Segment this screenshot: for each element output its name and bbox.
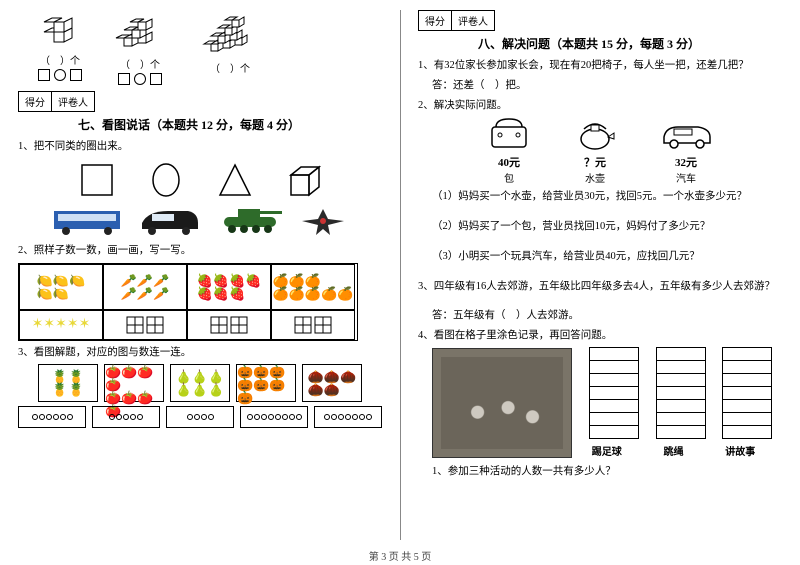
q8-2-1: （1）妈妈买一个水壶，给营业员30元，找回5元。一个水壶多少元？: [432, 189, 782, 205]
grader-label-r: 评卷人: [451, 10, 495, 31]
dots-7: [314, 406, 382, 428]
cell-oranges: 🍊🍊🍊🍊🍊🍊🍊🍊: [271, 264, 355, 310]
cell-tally-4: [271, 310, 355, 340]
cell-tally-1: ✶✶✶✶✶: [19, 310, 103, 340]
q8-2: 2、解决实际问题。: [418, 98, 782, 114]
oval-shape: [149, 163, 183, 197]
tally-story: 讲故事: [708, 348, 772, 458]
plane-icon: [298, 205, 348, 237]
cell-carrots: 🥕🥕🥕🥕🥕🥕: [103, 264, 187, 310]
activity-photo: [432, 348, 572, 458]
page-footer: 第 3 页 共 5 页: [0, 548, 800, 563]
score-box-right: 得分 评卷人: [418, 10, 782, 31]
cell-lemons: 🍋🍋🍋🍋🍋: [19, 264, 103, 310]
cubes-figures: （ ）个 （ ）个: [38, 10, 382, 85]
dots-6: [18, 406, 86, 428]
cube-group-1: （ ）个: [38, 10, 82, 85]
label-football: 踢足球: [575, 443, 639, 458]
cell-tally-3: [187, 310, 271, 340]
match-pineapples: 🍍🍍🍍🍍: [38, 364, 98, 402]
dots-4: [166, 406, 234, 428]
item-car: 32元 汽车: [658, 117, 714, 185]
dots-5: [92, 406, 160, 428]
q8-3-answer: 答：五年级有（ ）人去郊游。: [432, 308, 782, 324]
tally-football: 踢足球: [575, 348, 639, 458]
cell-strawberries: 🍓🍓🍓🍓🍓🍓🍓: [187, 264, 271, 310]
score-label-r: 得分: [418, 10, 452, 31]
cube-caption-2: （ ）个: [112, 56, 168, 71]
dots-8: [240, 406, 308, 428]
shape-row: [18, 163, 382, 197]
cube-caption-1: （ ）个: [38, 52, 82, 67]
match-pumpkins: 🎃🎃🎃🎃🎃🎃🎃: [236, 364, 296, 402]
match-bottom-row: [18, 406, 382, 428]
q8-4-1: 1、参加三种活动的人数一共有多少人？: [432, 464, 782, 480]
car-price: 32元: [658, 154, 714, 170]
cube-caption-3: （ ）个: [198, 60, 262, 75]
item-kettle: ？元 水壶: [572, 117, 618, 185]
bag-name: 包: [486, 170, 532, 185]
label-story: 讲故事: [708, 443, 772, 458]
bus-icon: [52, 205, 122, 237]
q8-2-2: （2）妈妈买了一个包，营业员找回10元，妈妈付了多少元？: [432, 219, 782, 235]
label-jumprope: 跳绳: [642, 443, 706, 458]
q8-1-answer: 答：还差（ ）把。: [432, 78, 782, 94]
car-icon: [134, 205, 204, 237]
section-7-title: 七、看图说话（本题共 12 分，每题 4 分）: [78, 116, 382, 133]
q8-1: 1、有32位家长参加家长会，现在有20把椅子，每人坐一把，还差几把？: [418, 58, 782, 74]
score-label: 得分: [18, 91, 52, 112]
score-box-left: 得分 评卷人: [18, 91, 382, 112]
cube-group-3: （ ）个: [198, 10, 262, 85]
cube-group-2: （ ）个: [112, 10, 168, 85]
grader-label: 评卷人: [51, 91, 95, 112]
count-grid: 🍋🍋🍋🍋🍋 🥕🥕🥕🥕🥕🥕 🍓🍓🍓🍓🍓🍓🍓 🍊🍊🍊🍊🍊🍊🍊🍊 ✶✶✶✶✶: [18, 263, 358, 341]
q8-3: 3、四年级有16人去郊游，五年级比四年级多去4人，五年级有多少人去郊游？: [418, 279, 782, 295]
q8-4: 4、看图在格子里涂色记录，再回答问题。: [418, 328, 782, 344]
column-divider: [400, 10, 401, 540]
kettle-name: 水壶: [572, 170, 618, 185]
car-name: 汽车: [658, 170, 714, 185]
tank-icon: [216, 205, 286, 237]
q7-1: 1、把不同类的圈出来。: [18, 139, 382, 155]
q7-2: 2、照样子数一数，画一画，写一写。: [18, 243, 382, 259]
match-top-row: 🍍🍍🍍🍍 🍅🍅🍅🍅🍅🍅🍅🍅 🍐🍐🍐🍐🍐🍐 🎃🎃🎃🎃🎃🎃🎃 🌰🌰🌰🌰🌰: [18, 364, 382, 402]
tally-jumprope: 跳绳: [642, 348, 706, 458]
bag-price: 40元: [486, 154, 532, 170]
tally-area: 踢足球 跳绳 讲故事: [432, 348, 782, 458]
cell-tally-2: [103, 310, 187, 340]
match-radish: 🌰🌰🌰🌰🌰: [302, 364, 362, 402]
section-8-title: 八、解决问题（本题共 15 分，每题 3 分）: [478, 35, 782, 52]
q8-2-3: （3）小明买一个玩具汽车，给营业员40元，应找回几元？: [432, 249, 782, 265]
triangle-shape: [218, 163, 252, 197]
kettle-price: ？元: [572, 154, 618, 170]
cube-shape: [287, 163, 321, 197]
q7-3: 3、看图解题，对应的图与数连一连。: [18, 345, 382, 361]
square-shape: [80, 163, 114, 197]
vehicle-row: [18, 205, 382, 237]
shop-items: 40元 包 ？元 水壶 32元 汽车: [418, 117, 782, 185]
item-bag: 40元 包: [486, 117, 532, 185]
match-tomatoes: 🍅🍅🍅🍅🍅🍅🍅🍅: [104, 364, 164, 402]
match-pears: 🍐🍐🍐🍐🍐🍐: [170, 364, 230, 402]
